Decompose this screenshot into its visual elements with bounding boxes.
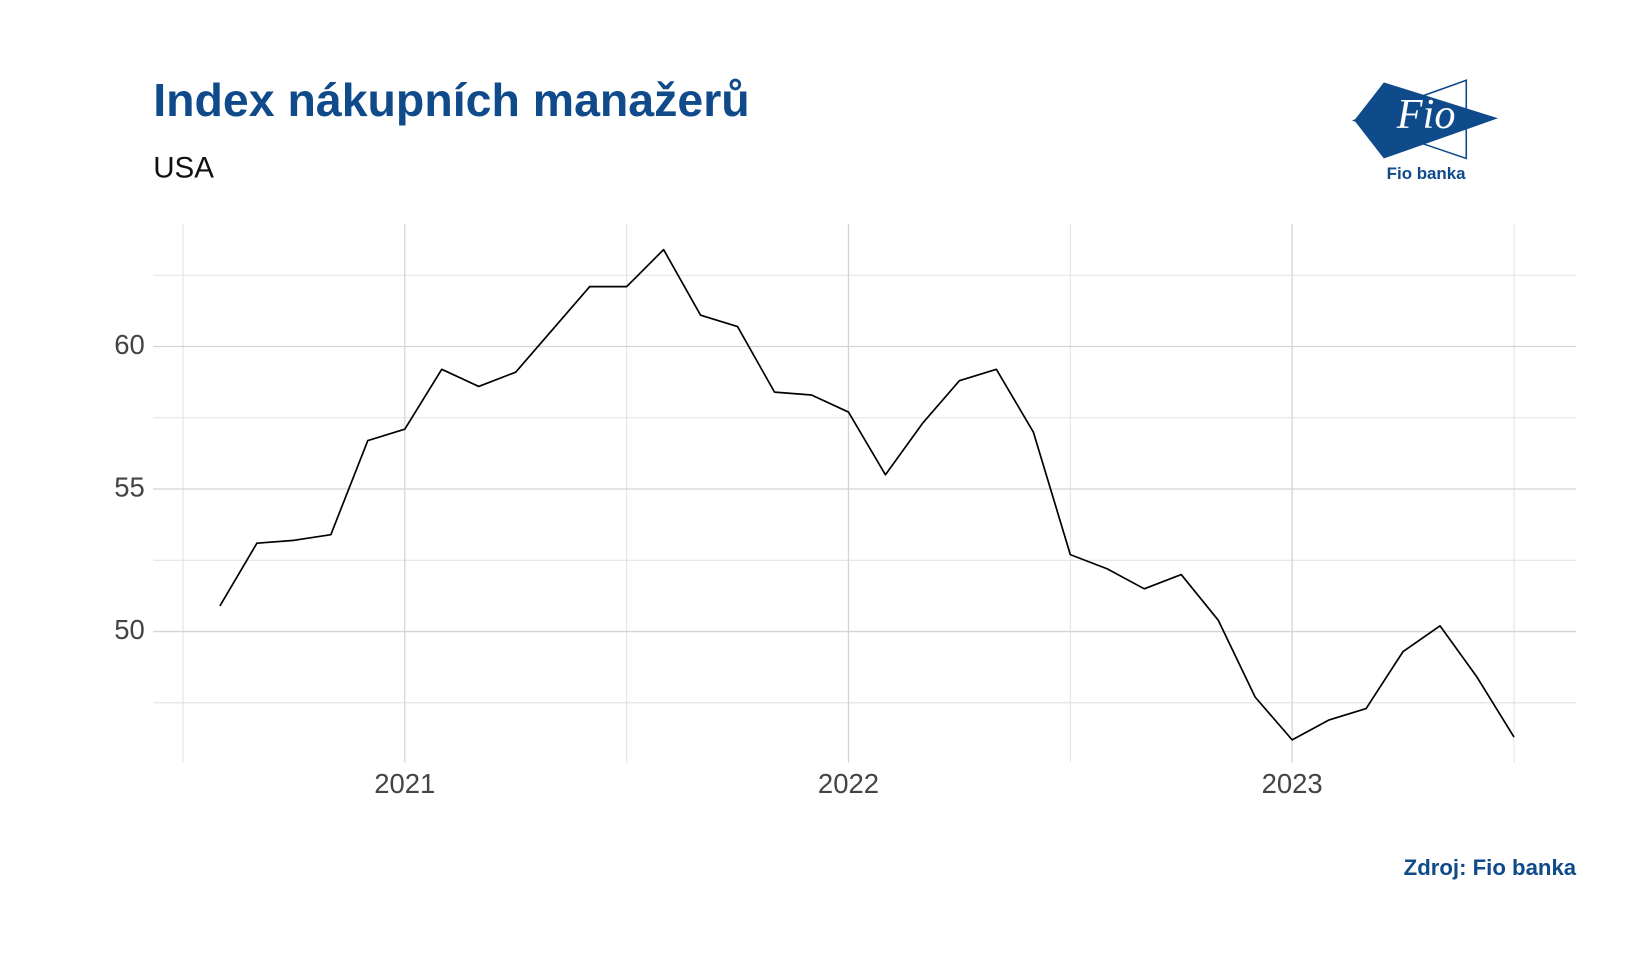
logo-shape xyxy=(1354,82,1498,159)
y-tick-label: 50 xyxy=(114,614,145,645)
source: Zdroj: Fio banka xyxy=(1404,855,1577,880)
logo-caption: Fio banka xyxy=(1387,164,1466,183)
line xyxy=(219,248,1515,741)
x-tick-label: 2021 xyxy=(374,768,435,799)
logo-outline xyxy=(1351,79,1468,160)
y-tick-label: 60 xyxy=(114,329,145,360)
x-tick-label: 2023 xyxy=(1262,768,1323,799)
logo: Fio Fio banka xyxy=(1351,79,1498,183)
chart-subtitle: USA xyxy=(153,151,214,184)
chart-title: Index nákupních manažerů xyxy=(153,74,750,126)
y-tick-label: 55 xyxy=(114,471,145,502)
x-tick-label: 2022 xyxy=(818,768,879,799)
logo-text: Fio xyxy=(1396,91,1456,138)
